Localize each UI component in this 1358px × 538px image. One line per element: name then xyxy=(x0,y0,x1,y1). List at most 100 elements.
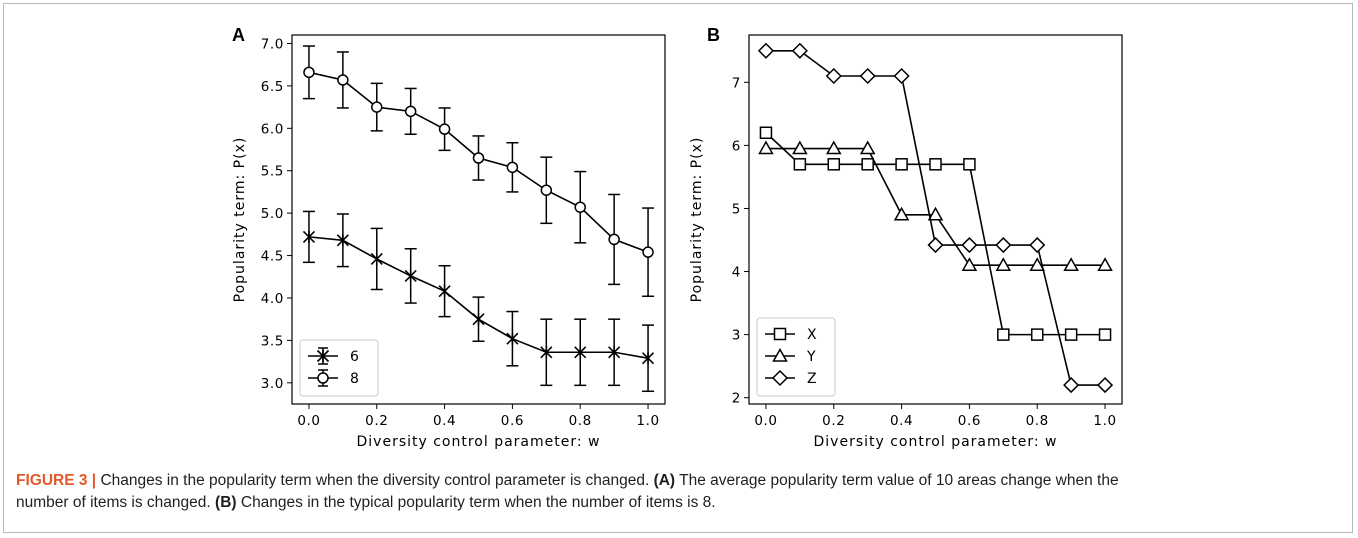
panel-a-panel-letter: A xyxy=(232,25,245,45)
panel-b-plot-frame xyxy=(748,34,1123,405)
panel-a-legend-marker-6 xyxy=(316,349,330,363)
panel-a-series-6-point-9 xyxy=(608,346,621,359)
panel-b-legend-box xyxy=(756,317,836,397)
panel-a-series-8-point-6 xyxy=(506,161,519,174)
panel-a-series-8-point-5 xyxy=(472,152,485,164)
panel-a-legend-label-8: 8 xyxy=(350,371,359,387)
panel-b-legend-entry-Y: Y xyxy=(765,347,816,365)
panel-b-series-Z-point-8 xyxy=(1029,236,1046,254)
panel-b-y-tick-label-2: 4 xyxy=(732,265,741,281)
panel-b-series-Z-point-0 xyxy=(757,42,775,59)
panel-a-series-6-point-5 xyxy=(472,313,485,326)
panel-b-y-tick-label-0: 2 xyxy=(732,391,741,407)
panel-b-series-Z-point-6 xyxy=(961,236,978,254)
panel-a-x-tick-label-2: 0.4 xyxy=(433,413,456,429)
panel-b-series-X xyxy=(759,126,1112,341)
panel-b-panel-letter: B xyxy=(707,25,720,45)
caption-text-2: The average popularity term value of 10 … xyxy=(675,472,1119,489)
panel-b-series-Y-point-5 xyxy=(927,206,944,221)
panel-a-y-tick-label-3: 4.5 xyxy=(261,249,284,265)
panel-a-series-6-point-10 xyxy=(641,352,655,365)
figure-label: FIGURE 3 | xyxy=(16,472,97,489)
panel-b-y-axis-label: Popularity term: P(x) xyxy=(689,137,705,303)
panel-b-series-Y-point-6 xyxy=(961,257,978,271)
panel-a-series-6-point-8 xyxy=(574,346,587,359)
panel-b-x-tick-label-5: 1.0 xyxy=(1093,413,1116,429)
panel-a-series-8 xyxy=(302,45,655,298)
panel-b-legend-label-Y: Y xyxy=(806,349,816,365)
panel-b-series-Z-point-3 xyxy=(859,67,876,85)
panel-b-series-Y-point-0 xyxy=(758,140,774,155)
panel-a-series-6-point-3 xyxy=(404,269,417,282)
panel-b-legend-marker-Z xyxy=(771,369,789,387)
panel-a-legend-label-6: 6 xyxy=(350,349,359,365)
panel-b-legend-label-X: X xyxy=(807,327,817,343)
panel-b-y-tick-label-4: 6 xyxy=(732,138,741,154)
caption-line-2: number of items is changed. (B) Changes … xyxy=(16,492,1336,514)
panel-b-legend: XYZ xyxy=(756,317,836,397)
panel-a-y-tick-label-8: 7.0 xyxy=(261,36,284,52)
panel-b-series-X-point-9 xyxy=(1064,328,1078,341)
panel-a-series-8-point-9 xyxy=(608,233,620,246)
panel-a-series-6-point-0 xyxy=(302,230,316,243)
panel-a-legend-box xyxy=(299,339,379,397)
panel-b-series-X-point-1 xyxy=(793,158,807,171)
panel-b-series-X-point-3 xyxy=(861,158,874,171)
panel-b-series-Z-point-9 xyxy=(1063,377,1080,394)
panel-b-series-Y-point-9 xyxy=(1063,257,1079,271)
panel-a-y-tick-label-7: 6.5 xyxy=(261,79,284,95)
panel-b-series-Z-point-4 xyxy=(893,67,910,85)
panel-b-legend-label-Z: Z xyxy=(807,371,817,387)
panel-b-series-Y-point-4 xyxy=(893,206,910,221)
panel-a-y-tick-label-2: 4.0 xyxy=(261,291,284,307)
panel-a-x-tick-label-3: 0.6 xyxy=(501,413,524,429)
panel-b-x-tick-label-1: 0.2 xyxy=(822,413,845,429)
panel-a-series-6-point-6 xyxy=(506,332,519,345)
caption-line-1: FIGURE 3 | Changes in the popularity ter… xyxy=(16,470,1336,492)
panel-a-series-6-point-1 xyxy=(336,234,349,247)
panel-b-series-X-point-8 xyxy=(1030,328,1044,341)
panel-b-legend-entry-Z: Z xyxy=(765,369,817,387)
panel-a-plot-frame xyxy=(291,34,666,405)
caption-text-3: number of items is changed. xyxy=(16,494,216,511)
panel-a-series-8-point-8 xyxy=(574,201,586,213)
panel-a-series-8-point-10 xyxy=(642,246,654,258)
panel-a-y-tick-label-5: 5.5 xyxy=(261,164,284,180)
panel-a-series-6-point-7 xyxy=(540,346,553,359)
panel-b-series-Y-point-8 xyxy=(1029,257,1046,271)
panel-b-series-Y-point-1 xyxy=(792,140,808,155)
panel-a-legend-entry-8: 8 xyxy=(308,369,359,387)
panel-b-x-tick-label-4: 0.8 xyxy=(1026,413,1049,429)
panel-a-legend: 68 xyxy=(299,339,379,397)
figure-caption: FIGURE 3 | Changes in the popularity ter… xyxy=(16,470,1336,514)
caption-ref-b: (B) xyxy=(215,494,237,511)
panel-b-x-tick-label-2: 0.4 xyxy=(890,413,913,429)
panel-a-y-tick-label-4: 5.0 xyxy=(261,206,284,222)
panel-b-series-X-point-4 xyxy=(895,158,908,171)
panel-a-x-tick-label-0: 0.0 xyxy=(297,413,320,429)
panel-b-legend-marker-Y xyxy=(772,347,788,362)
panel-a-series-8-point-2 xyxy=(371,101,383,113)
panel-a-y-axis-label: Popularity term: P(x) xyxy=(232,137,248,303)
panel-a-series-8-point-7 xyxy=(540,184,553,196)
panel-a-series-6 xyxy=(302,210,655,393)
panel-b-series-Z-point-2 xyxy=(825,67,842,85)
panel-b-chart: 0.0 0.2 0.4 0.6 0.8 1.0 2 3 4 5 6 7 Diversity contro… xyxy=(689,25,1123,450)
panel-b-series-Z-point-1 xyxy=(791,42,808,59)
panel-a-series-8-point-3 xyxy=(404,105,417,118)
panel-a-series-6-point-4 xyxy=(438,285,451,298)
panel-a-series-8-point-0 xyxy=(303,66,315,79)
panel-b-series-Z-point-10 xyxy=(1096,377,1114,394)
caption-text-1: Changes in the popularity term when the … xyxy=(96,472,654,489)
panel-b-series-Y xyxy=(758,140,1113,271)
panel-a-x-axis-label: Diversity control parameter: w xyxy=(357,434,601,450)
panel-b-series-Y-point-3 xyxy=(859,140,876,155)
panel-b-series-Z xyxy=(757,42,1114,394)
panel-a-legend-marker-8 xyxy=(317,372,329,384)
caption-ref-a: (A) xyxy=(653,472,676,489)
figure-frame xyxy=(3,3,1353,533)
panel-b-series-X-point-6 xyxy=(963,158,976,171)
panel-a-x-tick-label-1: 0.2 xyxy=(365,413,388,429)
panel-b-series-Y-point-2 xyxy=(825,140,842,155)
